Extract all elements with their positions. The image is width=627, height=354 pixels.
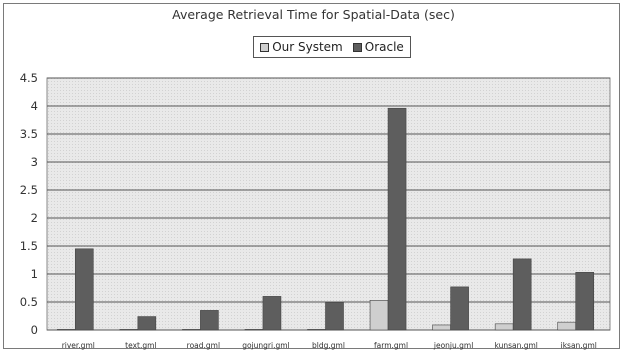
bar-our-system (244, 329, 264, 331)
x-tick-label: text.gml (125, 341, 156, 350)
bar-our-system (494, 323, 514, 331)
y-tick-label: 1.5 (20, 239, 38, 253)
y-tick-label: 3.5 (20, 127, 38, 141)
x-tick-label: gojungri.gml (242, 341, 289, 350)
bar-our-system (557, 321, 577, 331)
x-tick-label: farm.gml (374, 341, 408, 350)
chart-legend: Our System Oracle (253, 36, 411, 58)
bars (56, 107, 595, 331)
y-tick-label: 0 (31, 323, 38, 337)
bar-our-system (307, 329, 326, 331)
y-tick-label: 2 (31, 211, 38, 225)
legend-label-oracle: Oracle (364, 40, 404, 54)
x-axis-ticks: river.gml text.gml road.gml gojungri.gml bld… (62, 341, 597, 350)
legend-swatch-oracle (352, 42, 362, 52)
bar-oracle (512, 258, 532, 331)
bar-oracle (387, 107, 407, 331)
bar-our-system (432, 324, 451, 331)
y-tick-label: 1 (31, 267, 38, 281)
x-tick-label: jeonju.gml (433, 341, 473, 350)
legend-swatch-our-system (260, 42, 270, 52)
bar-oracle (450, 286, 469, 331)
x-tick-label: bldg.gml (312, 341, 345, 350)
x-tick-label: iksan.gml (561, 341, 597, 350)
bar-oracle (200, 310, 219, 331)
x-tick-label: road.gml (187, 341, 220, 350)
y-tick-label: 4 (31, 99, 38, 113)
x-tick-label: river.gml (62, 341, 95, 350)
bar-our-system (119, 329, 139, 331)
y-tick-label: 2.5 (20, 183, 38, 197)
legend-label-our-system: Our System (272, 40, 343, 54)
legend-item-our-system: Our System (260, 40, 343, 54)
bar-our-system (182, 329, 201, 331)
chart-title: Average Retrieval Time for Spatial-Data … (172, 7, 455, 22)
y-tick-label: 0.5 (20, 295, 38, 309)
bar-oracle (137, 316, 157, 331)
bar-our-system (369, 300, 389, 331)
bar-our-system (56, 329, 76, 331)
y-tick-label: 3 (31, 155, 38, 169)
x-tick-label: kunsan.gml (494, 341, 537, 350)
bar-oracle (575, 272, 595, 331)
bar-oracle (74, 248, 94, 331)
bar-oracle (262, 296, 282, 331)
y-tick-label: 4.5 (20, 71, 38, 85)
bar-oracle (325, 302, 344, 331)
y-axis-ticks: 0 0.5 1 1.5 2 2.5 3 3.5 4 4.5 (20, 71, 38, 337)
legend-item-oracle: Oracle (352, 40, 404, 54)
